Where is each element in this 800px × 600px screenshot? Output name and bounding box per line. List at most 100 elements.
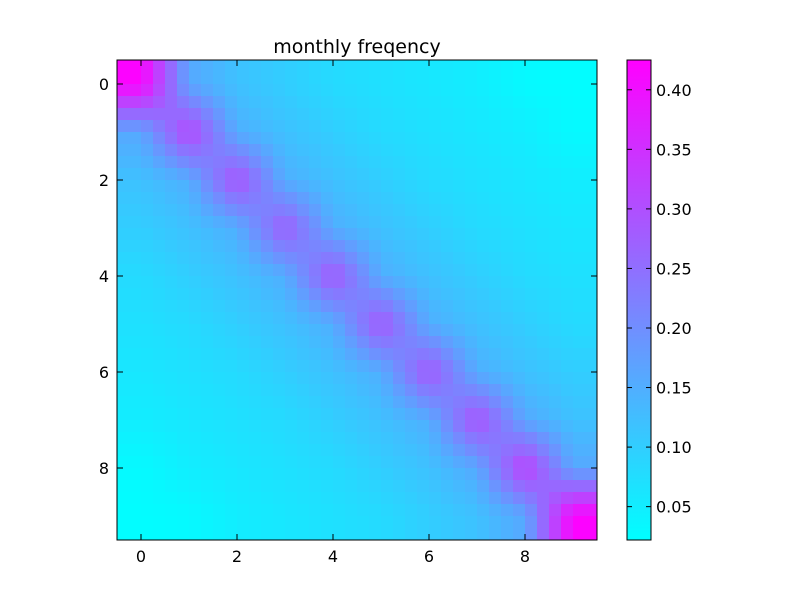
y-tick-label: 8 bbox=[99, 459, 109, 478]
heatmap-cell bbox=[309, 348, 358, 397]
heatmap-cell bbox=[117, 156, 166, 205]
heatmap-cell bbox=[117, 252, 166, 301]
heatmap-cell bbox=[357, 348, 406, 397]
heatmap-cell bbox=[549, 396, 597, 445]
heatmap-cell bbox=[357, 252, 406, 301]
heatmap-cell bbox=[501, 252, 550, 301]
heatmap-cell bbox=[357, 492, 406, 540]
heatmap-cell bbox=[261, 252, 310, 301]
heatmap-cell bbox=[117, 300, 166, 349]
colorbar-tick-label: 0.10 bbox=[656, 438, 692, 457]
heatmap-cell bbox=[213, 492, 262, 540]
heatmap-cell bbox=[549, 300, 597, 349]
heatmap-cell bbox=[261, 348, 310, 397]
heatmap-cell bbox=[261, 108, 310, 157]
heatmap-cell bbox=[309, 300, 358, 349]
heatmap-cell bbox=[453, 348, 502, 397]
heatmap-cell bbox=[453, 396, 502, 445]
heatmap-cell bbox=[405, 300, 454, 349]
x-tick-label: 2 bbox=[232, 547, 242, 566]
heatmap-cell bbox=[309, 252, 358, 301]
heatmap-cell bbox=[309, 204, 358, 253]
heatmap-cell bbox=[213, 300, 262, 349]
colorbar-gradient bbox=[627, 60, 651, 540]
heatmap-cell bbox=[357, 300, 406, 349]
chart-title: monthly freqency bbox=[273, 36, 440, 58]
heatmap-cell bbox=[213, 108, 262, 157]
y-tick-label: 6 bbox=[99, 363, 109, 382]
colorbar-tick-label: 0.30 bbox=[656, 200, 692, 219]
heatmap-cell bbox=[117, 108, 166, 157]
heatmap-cell bbox=[117, 492, 166, 540]
heatmap-cell bbox=[549, 252, 597, 301]
colorbar-axis: 0.05 0.10 0.15 0.20 0.25 0.30 0.35 0.40 bbox=[627, 81, 692, 517]
heatmap-cell bbox=[549, 108, 597, 157]
x-tick-label: 0 bbox=[136, 547, 146, 566]
heatmap-cell bbox=[357, 60, 406, 109]
heatmap-cell bbox=[501, 396, 550, 445]
heatmap-cell bbox=[453, 204, 502, 253]
heatmap-cell bbox=[309, 492, 358, 540]
heatmap-cell bbox=[549, 492, 597, 540]
heatmap-cell bbox=[453, 492, 502, 540]
plot-frame bbox=[116, 59, 598, 541]
heatmap-cell bbox=[357, 444, 406, 493]
heatmap-cell bbox=[261, 444, 310, 493]
heatmap-cell bbox=[501, 204, 550, 253]
colorbar-tick-label: 0.35 bbox=[656, 140, 692, 159]
heatmap-cell bbox=[501, 60, 550, 109]
heatmap-cell bbox=[453, 60, 502, 109]
heatmap-cell bbox=[549, 444, 597, 493]
heatmap-cell bbox=[261, 156, 310, 205]
heatmap-cell bbox=[165, 108, 214, 157]
heatmap-cell bbox=[405, 204, 454, 253]
heatmap-cell bbox=[549, 204, 597, 253]
heatmap-cell bbox=[357, 204, 406, 253]
heatmap-cell bbox=[501, 492, 550, 540]
y-tick-label: 2 bbox=[99, 171, 109, 190]
heatmap-cell bbox=[357, 108, 406, 157]
heatmap-cell bbox=[261, 60, 310, 109]
heatmap-cell bbox=[405, 156, 454, 205]
heatmap-cell bbox=[309, 108, 358, 157]
heatmap-cell bbox=[549, 156, 597, 205]
heatmap-cell bbox=[501, 156, 550, 205]
heatmap-cell bbox=[405, 348, 454, 397]
heatmap-cell bbox=[165, 444, 214, 493]
heatmap-cell bbox=[165, 252, 214, 301]
heatmap-cell bbox=[165, 204, 214, 253]
heatmap-cell bbox=[501, 300, 550, 349]
heatmap-cell bbox=[453, 444, 502, 493]
heatmap-cell bbox=[501, 108, 550, 157]
y-axis: 0 2 4 6 8 bbox=[99, 75, 597, 478]
heatmap-cell bbox=[261, 300, 310, 349]
y-tick-label: 0 bbox=[99, 75, 109, 94]
heatmap-cell bbox=[453, 156, 502, 205]
heatmap-cell bbox=[213, 156, 262, 205]
heatmap-cell bbox=[405, 396, 454, 445]
heatmap-image bbox=[117, 60, 597, 540]
heatmap-cell bbox=[405, 60, 454, 109]
heatmap-cell bbox=[453, 300, 502, 349]
heatmap-cell bbox=[165, 492, 214, 540]
heatmap-cell bbox=[357, 396, 406, 445]
heatmap-cell bbox=[357, 156, 406, 205]
x-tick-label: 8 bbox=[520, 547, 530, 566]
heatmap-cell bbox=[405, 108, 454, 157]
heatmap-cell bbox=[309, 60, 358, 109]
heatmap-cell bbox=[117, 204, 166, 253]
heatmap-cell bbox=[309, 444, 358, 493]
heatmap-cell bbox=[165, 156, 214, 205]
heatmap-cell bbox=[501, 444, 550, 493]
heatmap-cell bbox=[165, 396, 214, 445]
heatmap-cell bbox=[213, 252, 262, 301]
heatmap-cell bbox=[117, 348, 166, 397]
colorbar-tick-label: 0.15 bbox=[656, 379, 692, 398]
x-tick-label: 6 bbox=[424, 547, 434, 566]
heatmap-cell bbox=[213, 444, 262, 493]
colorbar-tick-label: 0.40 bbox=[656, 81, 692, 100]
colorbar-tick-label: 0.05 bbox=[656, 498, 692, 517]
heatmap-cell bbox=[117, 444, 166, 493]
heatmap-cell bbox=[405, 444, 454, 493]
